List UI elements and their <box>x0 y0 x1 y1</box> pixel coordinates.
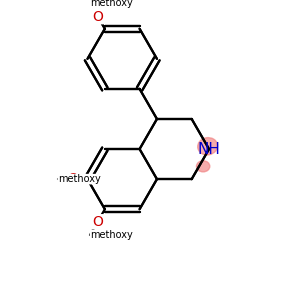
Text: O: O <box>92 10 103 24</box>
Text: NH: NH <box>198 142 220 157</box>
Text: methoxy: methoxy <box>58 174 100 184</box>
Ellipse shape <box>198 138 218 155</box>
Text: O: O <box>68 172 79 186</box>
Text: methoxy: methoxy <box>90 230 133 240</box>
Text: methoxy: methoxy <box>90 0 133 8</box>
Text: O: O <box>92 215 103 229</box>
Ellipse shape <box>196 161 210 172</box>
